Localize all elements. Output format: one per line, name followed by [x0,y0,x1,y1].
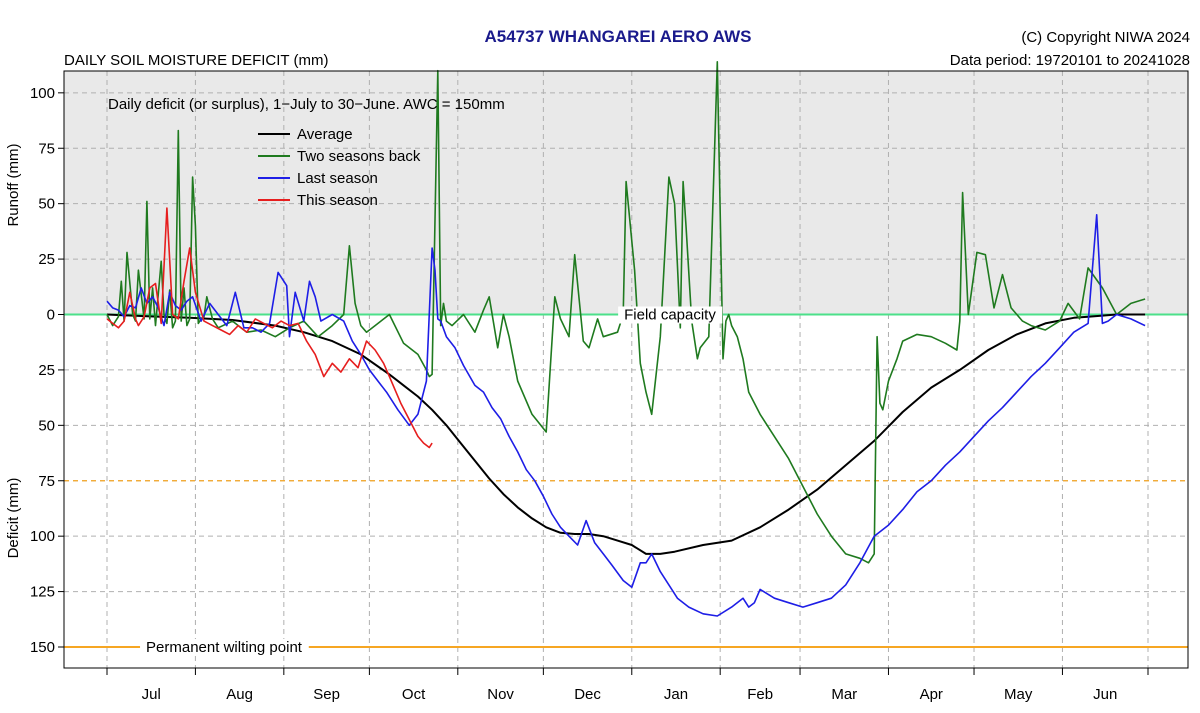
legend-label: Average [297,126,353,143]
reference-lines [64,313,1188,648]
chart-title: A54737 WHANGAREI AERO AWS [484,27,751,46]
y-tick-label: 125 [30,584,55,601]
reference-line-label: Permanent wilting point [146,639,303,656]
y-tick-label: 100 [30,528,55,545]
x-tick-label: Jan [664,686,688,703]
reference-line-label: Field capacity [624,307,716,324]
y-tick-label: 75 [38,473,55,490]
x-axis-ticks: Jul Aug Sep Oct Nov Dec Jan Feb Mar Apr May Jun [106,668,1149,703]
x-tick-label: Dec [574,686,601,703]
y-tick-label: 0 [47,307,55,324]
legend: Average Two seasons back Last season This s… [258,126,421,209]
y-axis-ticks: 100 75 50 25 0 25 50 75 100 125 150 [30,85,64,656]
y-tick-label: 150 [30,639,55,656]
legend-label: This season [297,192,378,209]
chart-subtitle: DAILY SOIL MOISTURE DEFICIT (mm) [64,52,328,69]
series-line-two-seasons-back [106,60,1146,564]
data-period-text: Data period: 19720101 to 20241028 [950,52,1190,69]
x-tick-label: May [1004,686,1033,703]
y-axis-label-deficit: Deficit (mm) [5,478,22,559]
legend-label: Two seasons back [297,148,421,165]
x-tick-label: Sep [313,686,340,703]
x-tick-label: Jul [142,686,161,703]
x-tick-label: Oct [402,686,426,703]
series-line-average [106,313,1146,555]
x-tick-label: Aug [226,686,253,703]
reference-label-background [140,639,309,656]
y-tick-label: 25 [38,251,55,268]
y-tick-label: 75 [38,140,55,157]
legend-label: Last season [297,170,378,187]
y-axis-label-runoff: Runoff (mm) [5,143,22,226]
x-tick-label: Mar [831,686,857,703]
x-tick-label: Feb [747,686,773,703]
x-tick-label: Nov [487,686,514,703]
x-tick-label: Apr [920,686,943,703]
series-group [106,60,1146,617]
copyright-text: (C) Copyright NIWA 2024 [1021,29,1190,46]
y-tick-label: 50 [38,196,55,213]
y-tick-label: 25 [38,362,55,379]
series-line-this-season [106,207,433,449]
plot-area: 100 75 50 25 0 25 50 75 100 125 150 Jul Aug Sep Oct No… [30,60,1189,703]
y-tick-label: 100 [30,85,55,102]
series-line-last-season [106,214,1146,617]
reference-label-background [618,306,723,324]
x-tick-label: Jun [1093,686,1117,703]
y-tick-label: 50 [38,417,55,434]
chart-description: Daily deficit (or surplus), 1−July to 30… [108,96,505,113]
